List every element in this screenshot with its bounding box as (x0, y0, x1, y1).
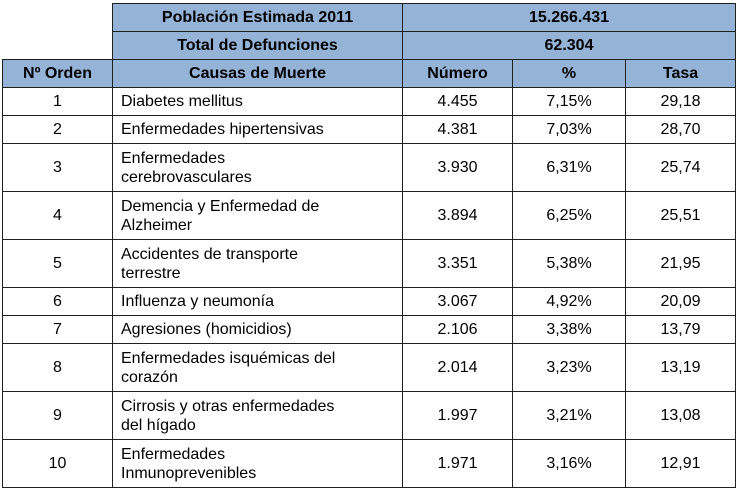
table-row: 6 Influenza y neumonía 3.067 4,92% 20,09 (2, 287, 736, 316)
table-row: 2 Enfermedades hipertensivas 4.381 7,03% 28,… (2, 115, 736, 144)
rate-cell: 25,74 (625, 143, 736, 192)
number-cell: 1.997 (402, 391, 513, 440)
cause-line: Cirrosis y otras enfermedades (121, 397, 335, 415)
order-cell: 1 (2, 87, 113, 116)
rate-cell: 12,91 (625, 439, 736, 488)
column-header-percent: % (512, 59, 626, 88)
cause-cell: Enfermedades hipertensivas (112, 115, 403, 144)
cause-cell: Enfermedades isquémicas del corazón (112, 343, 403, 392)
cause-cell: Enfermedades Inmunoprevenibles (112, 439, 403, 488)
number-cell: 3.067 (402, 287, 513, 316)
column-header-rate: Tasa (625, 59, 736, 88)
deaths-value: 62.304 (402, 31, 736, 60)
percent-cell: 6,25% (512, 191, 626, 240)
table-row: 4 Demencia y Enfermedad de Alzheimer 3.894 6… (2, 191, 736, 240)
order-cell: 8 (2, 343, 113, 392)
cause-cell: Diabetes mellitus (112, 87, 403, 116)
cause-line: Accidentes de transporte (121, 245, 298, 263)
number-cell: 2.014 (402, 343, 513, 392)
percent-cell: 3,38% (512, 315, 626, 344)
rate-cell: 21,95 (625, 239, 736, 288)
column-header-order: Nº Orden (2, 59, 113, 88)
order-cell: 10 (2, 439, 113, 488)
percent-cell: 6,31% (512, 143, 626, 192)
blank-corner (3, 32, 113, 60)
cause-line: Agresiones (homicidios) (121, 321, 292, 338)
percent-cell: 5,38% (512, 239, 626, 288)
table-row: 10 Enfermedades Inmunoprevenibles 1.971 3,16… (2, 439, 736, 488)
rate-cell: 13,08 (625, 391, 736, 440)
cause-line: Enfermedades isquémicas del (121, 349, 336, 367)
table-row: 1 Diabetes mellitus 4.455 7,15% 29,18 (2, 87, 736, 116)
number-cell: 1.971 (402, 439, 513, 488)
column-header-number: Número (402, 59, 513, 88)
table-row: 8 Enfermedades isquémicas del corazón 2.014… (2, 343, 736, 392)
rate-cell: 25,51 (625, 191, 736, 240)
cause-line: del hígado (121, 416, 196, 434)
number-cell: 2.106 (402, 315, 513, 344)
column-header-cause: Causas de Muerte (112, 59, 403, 88)
table-row: 7 Agresiones (homicidios) 2.106 3,38% 13,79 (2, 315, 736, 344)
number-cell: 3.930 (402, 143, 513, 192)
cause-line: corazón (121, 368, 178, 386)
cause-line: Demencia y Enfermedad de (121, 197, 320, 215)
percent-cell: 7,03% (512, 115, 626, 144)
rate-cell: 13,19 (625, 343, 736, 392)
cause-line: Enfermedades hipertensivas (121, 121, 324, 138)
mortality-table: Población Estimada 2011 15.266.431 Total… (2, 3, 736, 488)
table-row: 9 Cirrosis y otras enfermedades del hígado… (2, 391, 736, 440)
table-row: 5 Accidentes de transporte terrestre 3.351 5… (2, 239, 736, 288)
cause-line: Influenza y neumonía (121, 293, 274, 310)
cause-cell: Accidentes de transporte terrestre (112, 239, 403, 288)
table-row: 3 Enfermedades cerebrovasculares 3.930 6,31%… (2, 143, 736, 192)
deaths-label: Total de Defunciones (112, 31, 403, 60)
cause-line: Enfermedades (121, 149, 226, 167)
number-cell: 3.894 (402, 191, 513, 240)
percent-cell: 3,21% (512, 391, 626, 440)
cause-cell: Agresiones (homicidios) (112, 315, 403, 344)
cause-cell: Cirrosis y otras enfermedades del hígado (112, 391, 403, 440)
cause-line: cerebrovasculares (121, 168, 252, 186)
percent-cell: 3,23% (512, 343, 626, 392)
cause-line: terrestre (121, 264, 181, 282)
number-cell: 3.351 (402, 239, 513, 288)
cause-cell: Enfermedades cerebrovasculares (112, 143, 403, 192)
rate-cell: 20,09 (625, 287, 736, 316)
number-cell: 4.455 (402, 87, 513, 116)
cause-line: Enfermedades (121, 445, 226, 463)
column-header-row: Nº Orden Causas de Muerte Número % Tasa (2, 59, 736, 88)
percent-cell: 3,16% (512, 439, 626, 488)
order-cell: 9 (2, 391, 113, 440)
cause-cell: Influenza y neumonía (112, 287, 403, 316)
order-cell: 5 (2, 239, 113, 288)
population-row: Población Estimada 2011 15.266.431 (3, 3, 736, 32)
cause-line: Inmunoprevenibles (121, 464, 257, 482)
cause-line: Alzheimer (121, 216, 193, 234)
number-cell: 4.381 (402, 115, 513, 144)
order-cell: 6 (2, 287, 113, 316)
deaths-row: Total de Defunciones 62.304 (3, 31, 736, 60)
order-cell: 2 (2, 115, 113, 144)
rate-cell: 13,79 (625, 315, 736, 344)
rate-cell: 29,18 (625, 87, 736, 116)
rate-cell: 28,70 (625, 115, 736, 144)
blank-corner (3, 4, 113, 32)
percent-cell: 7,15% (512, 87, 626, 116)
percent-cell: 4,92% (512, 287, 626, 316)
order-cell: 7 (2, 315, 113, 344)
population-value: 15.266.431 (402, 3, 736, 32)
order-cell: 3 (2, 143, 113, 192)
cause-cell: Demencia y Enfermedad de Alzheimer (112, 191, 403, 240)
order-cell: 4 (2, 191, 113, 240)
cause-line: Diabetes mellitus (121, 93, 243, 110)
population-label: Población Estimada 2011 (112, 3, 403, 32)
